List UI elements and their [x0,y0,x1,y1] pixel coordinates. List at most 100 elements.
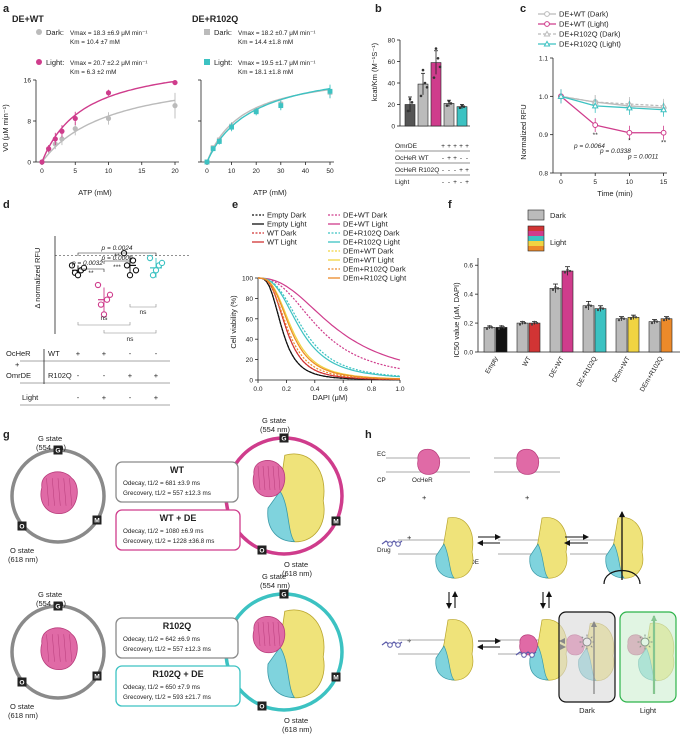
curve-de-wt-dark [257,277,401,370]
label-ec: EC [377,451,386,458]
panel-label-c: c [520,3,526,15]
panel-d-row1-label: WT [48,349,60,358]
vmax-dark-wt: Vmax = 18.3 ±6.9 μM min⁻¹ [70,30,147,37]
state-marker-letter: O [259,704,264,711]
protein-r102q-bound-helix [267,621,271,647]
legend-label: DEm+WT Dark [343,247,394,256]
replicate-point [523,321,527,325]
x-tick-label: 30 [277,168,285,175]
data-point [591,102,599,109]
replicate-point [458,106,462,110]
series-line [560,95,664,111]
curve-de-wt-light [257,277,401,361]
p-value: p = 0.0064 [573,143,605,150]
box-wt-de-title: WT + DE [160,513,197,523]
y-tick-label: 1.1 [539,56,548,63]
panel-b-chart: 0 20 40 60 80 [388,38,470,131]
bar-de-wt-dark [549,288,562,353]
condition-sign: + [453,143,457,150]
state-marker-m [92,515,102,525]
protein-wt-helix [46,478,50,506]
condition-sign: + [459,143,463,150]
replicate-point [485,327,489,331]
box-wt [115,461,239,503]
bracket [103,330,157,334]
replicate-point [650,321,654,325]
g-state-nm-2: (554 nm) [260,425,291,434]
state-marker-letter: G [281,592,286,599]
legend-label: DEm+R102Q Dark [343,265,406,274]
replicate-point [410,101,414,104]
rotation-arrow [603,570,641,585]
state-marker-letter: M [333,675,339,682]
bar-wt-dark [516,322,529,353]
panel-f-ylabel: IC50 value (μM, DAPI) [452,282,461,358]
x-tick-label: Empty [484,355,500,375]
row-label: OcHeR R102Q [395,167,439,174]
omrde-2-cyan [529,543,549,579]
condition-sign: + [453,179,457,186]
legend-dark-label-r102q: Dark: [214,28,232,37]
x-tick-label: 10 [626,179,634,186]
condition-sign: + [465,167,469,174]
bar-wt-light [528,322,541,353]
ns-label: ns [127,336,135,343]
box-r102q-de-line1: Odecay, t1/2 = 650 ±7.9 ms [123,684,200,691]
swatch-border [527,225,545,252]
legend-light-marker-r102q [204,59,210,65]
protein-wt-helix [52,478,55,506]
swatch-band [528,241,544,246]
replicate-point [617,318,621,322]
data-point-light [278,103,284,109]
box-r102q-de-line2: Grecovery, t1/2 = 593 ±21.7 ms [123,694,211,701]
panel-e-xlabel: DAPI (μM) [312,393,348,402]
drug-bound-ring [521,652,527,658]
state-marker-letter: G [55,448,60,455]
curve-de-r102q-dark [257,277,401,377]
panel-c: DE+WT (Dark)DE+WT (Light)DE+R102Q (Dark)… [519,10,668,199]
replicate-point [551,288,555,292]
data-point-light [52,136,58,142]
fit-curve-dark [206,88,331,163]
y-tick-label: 20 [388,102,396,109]
protein-wt-bound-helix [277,465,281,491]
x-tick-label: 50 [326,168,334,175]
g-state-label-1: G state [38,434,62,443]
legend-label: DE+R102Q Light [343,238,401,247]
x-tick-label: 15 [660,179,668,186]
box-r102q-line1: Odecay, t1/2 = 642 ±6.9 ms [123,636,200,643]
panel-label-a: a [3,3,10,15]
plus-2: + [525,493,530,502]
replicate-point [126,272,134,279]
state-marker-o [257,545,267,555]
legend-dark-label: Dark: [46,28,64,37]
condition-sign: - [77,393,80,402]
replicate-point [632,314,635,318]
drug-2-ring [387,642,393,648]
replicate-point [518,323,522,326]
panel-c-xlabel: Time (min) [597,189,633,198]
legend-label: DEm+WT Light [343,256,395,265]
condition-sign: - [448,167,450,174]
replicate-point [568,269,572,273]
condition-sign: + [154,393,159,402]
bar-de-r102q-light [594,308,607,353]
replicate-point [665,316,668,319]
vmax-dark-r102q: Vmax = 18.2 ±0.7 μM min⁻¹ [238,30,315,37]
legend-dark-text: Dark [550,211,566,220]
condition-sign: + [447,155,451,162]
km-dark-r102q: Km = 14.4 ±1.8 mM [238,39,293,46]
replicate-point [445,104,449,107]
data-point-light [216,139,222,144]
condition-sign: - [77,371,80,380]
data-point [625,104,633,111]
y-tick-label: 0.2 [464,321,473,328]
panel-b-ylabel: kcat/Km (M⁻¹S⁻¹) [370,42,379,101]
panel-a-ylabel: V0 (μM min⁻¹) [1,104,10,152]
y-tick-label: 60 [388,59,396,66]
plus-1: + [422,493,427,502]
row-label: OcHeR WT [395,155,429,162]
